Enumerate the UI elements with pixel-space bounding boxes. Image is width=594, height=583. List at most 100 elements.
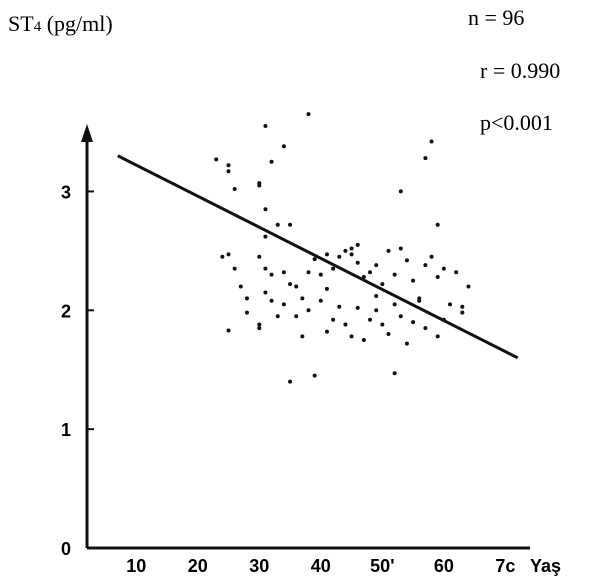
data-point — [288, 282, 293, 287]
data-point — [263, 124, 268, 129]
data-point — [423, 156, 428, 161]
data-point — [275, 314, 280, 319]
data-point — [337, 304, 342, 309]
data-point — [306, 112, 311, 117]
data-point — [257, 254, 262, 259]
regression-line — [117, 154, 519, 360]
data-point — [343, 248, 348, 253]
data-point — [361, 338, 366, 342]
y-tick-label: 2 — [61, 301, 71, 321]
data-point — [300, 334, 305, 339]
data-point — [312, 257, 317, 262]
data-point — [448, 302, 453, 307]
data-point — [423, 263, 428, 268]
x-tick-label: 10 — [126, 556, 146, 576]
stat-n: n = 96 — [468, 5, 524, 30]
data-point — [324, 329, 329, 334]
data-point — [411, 278, 416, 283]
data-point — [238, 284, 243, 289]
x-tick-label: 50' — [370, 556, 394, 576]
data-point — [441, 266, 446, 271]
data-point — [398, 189, 403, 194]
data-point — [300, 296, 305, 301]
stat-p: p<0.001 — [480, 110, 553, 135]
data-point — [263, 207, 268, 212]
data-point — [460, 304, 465, 309]
data-point — [404, 258, 409, 263]
data-point — [331, 266, 336, 271]
x-tick-label: 20 — [188, 556, 208, 576]
data-point — [226, 328, 231, 333]
data-point — [411, 320, 416, 325]
data-point — [417, 298, 422, 303]
y-tick-label: 0 — [61, 539, 71, 559]
y-axis-ticks: 0 1 2 3 — [61, 182, 94, 559]
y-axis-arrow — [81, 124, 93, 142]
data-point — [281, 144, 286, 149]
data-point — [281, 270, 286, 275]
data-point — [435, 222, 440, 227]
data-point — [374, 294, 379, 299]
data-point — [460, 310, 465, 315]
data-point — [263, 234, 268, 239]
data-point — [349, 246, 354, 251]
data-point — [429, 139, 434, 144]
data-point — [312, 373, 317, 378]
y-axis-label: ST4 (pg/ml) — [8, 11, 113, 36]
data-point — [435, 334, 440, 339]
x-tick-label: 60 — [434, 556, 454, 576]
data-point — [263, 290, 268, 295]
data-point — [404, 341, 409, 346]
data-point — [343, 322, 348, 327]
data-point — [368, 270, 373, 275]
data-point — [380, 322, 385, 327]
data-point — [466, 284, 471, 289]
data-point — [374, 308, 379, 313]
data-point — [244, 310, 249, 315]
data-point — [306, 308, 311, 313]
data-point — [441, 317, 446, 322]
data-point — [232, 266, 237, 271]
data-point — [257, 326, 262, 331]
data-point — [337, 254, 342, 259]
scatter-points — [214, 112, 471, 384]
data-point — [355, 242, 360, 247]
data-point — [355, 305, 360, 310]
data-point — [214, 157, 219, 162]
data-point — [288, 379, 293, 384]
data-point — [392, 272, 397, 277]
data-point — [331, 317, 336, 322]
data-point — [269, 298, 274, 303]
data-point — [324, 286, 329, 291]
data-point — [318, 298, 323, 303]
data-point — [349, 252, 354, 257]
data-point — [294, 284, 299, 289]
data-point — [263, 266, 268, 271]
data-point — [226, 169, 231, 174]
data-point — [355, 260, 360, 265]
data-point — [454, 270, 459, 275]
data-point — [257, 322, 262, 327]
data-point — [275, 222, 280, 227]
x-tick-label: 40 — [311, 556, 331, 576]
data-point — [288, 222, 293, 227]
data-point — [398, 314, 403, 319]
data-point — [386, 332, 391, 337]
x-axis-label: Yaş — [530, 556, 561, 576]
data-point — [257, 183, 262, 188]
data-point — [269, 272, 274, 277]
y-tick-label: 3 — [61, 182, 71, 202]
y-tick-label: 1 — [61, 420, 71, 440]
data-point — [392, 371, 397, 376]
data-point — [429, 254, 434, 259]
data-point — [220, 254, 225, 259]
x-tick-label: 7c — [495, 556, 515, 576]
data-point — [361, 275, 366, 280]
data-point — [226, 252, 231, 257]
data-point — [380, 282, 385, 287]
data-point — [232, 187, 237, 192]
data-point — [386, 248, 391, 253]
stat-r: r = 0.990 — [480, 58, 560, 83]
data-point — [392, 302, 397, 307]
